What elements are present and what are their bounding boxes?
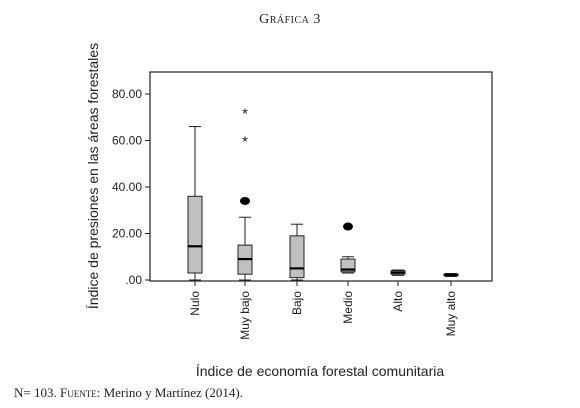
y-tick-label: 60.00 bbox=[112, 134, 142, 148]
x-tick-label: Alto bbox=[391, 291, 405, 312]
x-axis-label: Índice de economía forestal comunitaria bbox=[196, 363, 444, 379]
x-tick-label: Muy alto bbox=[444, 291, 458, 337]
box-muy-bajo: ** bbox=[237, 106, 253, 281]
note-prefix: N= 103. bbox=[14, 385, 57, 400]
y-tick-label: 20.00 bbox=[112, 227, 142, 241]
box-bajo bbox=[289, 223, 305, 281]
box-iqr bbox=[187, 195, 203, 274]
note-source-text: Merino y Martínez (2014). bbox=[103, 385, 243, 400]
x-tick-label: Nulo bbox=[188, 291, 202, 316]
y-tick-label: 40.00 bbox=[112, 180, 142, 194]
extreme-point: * bbox=[242, 106, 248, 123]
figure-title: Gráfica 3 bbox=[259, 12, 321, 27]
box-nulo bbox=[187, 126, 203, 281]
outlier-point bbox=[240, 196, 250, 205]
x-tick-label: Muy bajo bbox=[238, 291, 252, 340]
y-axis-label: Índice de presiones en las áreas foresta… bbox=[85, 43, 101, 309]
boxes-group: ** bbox=[187, 106, 459, 281]
y-tick-label: .00 bbox=[125, 273, 142, 287]
box-medio bbox=[340, 222, 356, 274]
source-note: N= 103. Fuente: Merino y Martínez (2014)… bbox=[14, 385, 243, 401]
plot-frame bbox=[149, 71, 493, 282]
extreme-point: * bbox=[242, 134, 248, 151]
note-source-label: Fuente: bbox=[59, 385, 101, 400]
y-tick-label: 80.00 bbox=[112, 87, 142, 101]
box-alto bbox=[390, 269, 406, 276]
x-axis: Nulo Muy bajo Bajo Medio Alto Muy alto bbox=[188, 281, 458, 340]
outlier-point bbox=[343, 222, 353, 231]
box-iqr bbox=[289, 235, 305, 279]
box-muy-alto bbox=[443, 272, 459, 278]
x-tick-label: Bajo bbox=[290, 291, 304, 315]
y-axis: .00 20.00 40.00 60.00 80.00 bbox=[112, 87, 150, 287]
x-tick-label: Medio bbox=[341, 291, 355, 324]
